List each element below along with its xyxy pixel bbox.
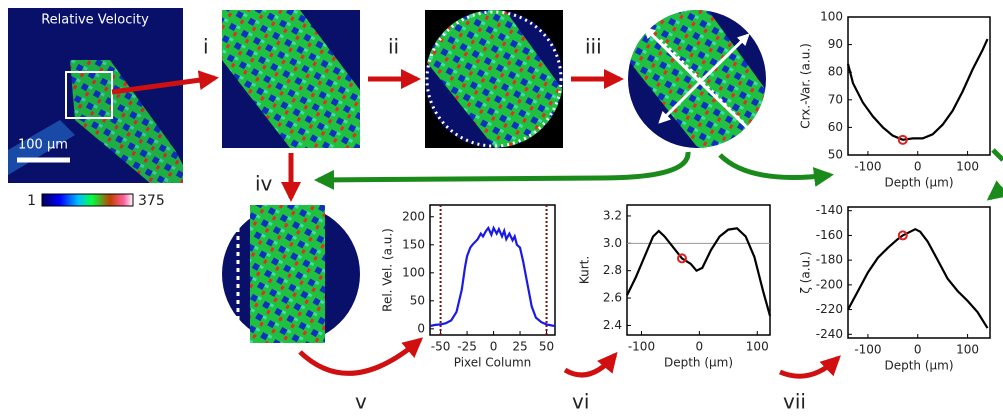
x-tick-label: -100: [628, 340, 655, 354]
x-tick-label: -25: [457, 340, 477, 354]
overview-image: [8, 8, 183, 183]
x-tick-label: 0: [490, 340, 498, 354]
x-tick-label: -50: [431, 340, 451, 354]
step-label: ii: [388, 35, 399, 59]
data-line: [626, 227, 772, 317]
x-tick-label: 100: [746, 340, 769, 354]
y-axis-label: Kurt.: [578, 256, 592, 284]
x-axis-label: Depth (µm): [664, 356, 733, 370]
y-tick-label: 70: [828, 92, 843, 106]
y-tick-label: 100: [820, 10, 843, 24]
plot-frame: [847, 206, 991, 339]
y-tick-label: -240: [816, 327, 843, 341]
y-tick-label: -160: [816, 228, 843, 242]
step-label: i: [203, 35, 209, 59]
y-tick-label: 2.8: [603, 263, 622, 277]
plot-frame: [626, 204, 771, 336]
x-axis-label: Pixel Column: [454, 356, 532, 370]
x-tick-label: 100: [956, 160, 979, 174]
y-tick-label: 0: [417, 321, 425, 335]
y-tick-label: 200: [402, 209, 425, 223]
y-tick-label: 60: [828, 120, 843, 134]
y-tick-label: 2.4: [603, 318, 622, 332]
step-label: vi: [572, 390, 589, 414]
y-axis-label: Crx.-Var. (a.u.): [799, 43, 813, 129]
rotated-image: [628, 10, 766, 148]
masked-image: [425, 10, 563, 148]
y-tick-label: 150: [402, 237, 425, 251]
colorbar: [41, 193, 134, 207]
x-tick-label: 0: [914, 160, 922, 174]
data-line: [847, 227, 989, 329]
y-tick-label: 90: [828, 37, 843, 51]
plot-frame: [847, 16, 991, 156]
step-label: iii: [585, 35, 602, 59]
step-label: v: [355, 390, 367, 414]
y-tick-label: -180: [816, 253, 843, 267]
step-label: vii: [783, 390, 806, 414]
zoom-image: [222, 10, 360, 148]
scale-bar-label: 100 µm: [18, 138, 68, 153]
y-axis-label: ζ (a.u.): [799, 251, 813, 293]
y-tick-label: -200: [816, 277, 843, 291]
x-axis-label: Depth (µm): [884, 359, 953, 373]
x-tick-label: 100: [956, 343, 979, 357]
y-tick-label: 3.2: [603, 208, 622, 222]
x-tick-label: 50: [539, 340, 554, 354]
data-line: [429, 225, 556, 328]
x-tick-label: -100: [854, 343, 881, 357]
x-tick-label: 0: [914, 343, 922, 357]
x-tick-label: -100: [854, 160, 881, 174]
y-tick-label: 100: [402, 265, 425, 279]
colorbar-max: 375: [138, 193, 165, 209]
y-tick-label: 80: [828, 65, 843, 79]
x-tick-label: 0: [696, 340, 704, 354]
highlight-marker: [897, 134, 908, 145]
highlight-marker: [677, 253, 687, 264]
y-tick-label: 50: [828, 148, 843, 162]
y-tick-label: 2.6: [603, 291, 622, 305]
aligned-image: [222, 205, 360, 343]
y-tick-label: 3.0: [603, 236, 622, 250]
x-tick-label: 25: [512, 340, 527, 354]
image-title: Relative Velocity: [41, 13, 149, 28]
data-line: [846, 38, 989, 141]
y-tick-label: -140: [816, 203, 843, 217]
y-tick-label: 50: [410, 293, 425, 307]
x-axis-label: Depth (µm): [884, 176, 953, 190]
highlight-marker: [897, 230, 908, 241]
colorbar-min: 1: [27, 193, 36, 209]
plot-frame: [429, 204, 556, 336]
y-tick-label: -220: [816, 302, 843, 316]
step-label: iv: [255, 172, 273, 196]
y-axis-label: Rel. Vel. (a.u.): [381, 228, 395, 312]
arrows: [111, 69, 1003, 379]
